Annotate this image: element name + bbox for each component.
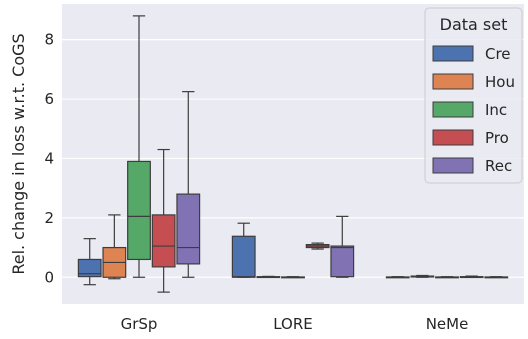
box-iqr bbox=[151, 214, 176, 268]
box-hou-neme bbox=[410, 274, 435, 278]
box-pro-neme bbox=[459, 275, 484, 279]
box-pro-lore bbox=[305, 242, 330, 250]
box-iqr bbox=[127, 160, 151, 261]
legend-label-pro: Pro bbox=[485, 129, 509, 147]
box-hou-lore bbox=[256, 275, 281, 279]
box-hou-grsp bbox=[102, 214, 127, 280]
box-inc-neme bbox=[435, 276, 459, 279]
box-rec-grsp bbox=[176, 91, 201, 278]
legend-title: Data set bbox=[440, 15, 508, 34]
box-cre-neme bbox=[385, 276, 410, 279]
legend-label-rec: Rec bbox=[485, 157, 512, 175]
legend-swatch-hou bbox=[432, 73, 474, 90]
legend: Data set Cre Hou Inc Pro Rec bbox=[424, 7, 523, 184]
box-cre-lore bbox=[231, 222, 256, 278]
box-iqr bbox=[77, 258, 102, 278]
y-tick-label: 4 bbox=[44, 149, 54, 167]
box-iqr bbox=[176, 193, 201, 265]
box-cre-grsp bbox=[77, 238, 102, 286]
x-tick-labels: GrSp LORE NeMe bbox=[121, 315, 469, 333]
box-iqr bbox=[330, 245, 355, 278]
box-rec-lore bbox=[330, 215, 355, 278]
legend-label-cre: Cre bbox=[485, 45, 511, 63]
x-tick-label: LORE bbox=[273, 315, 313, 333]
legend-label-inc: Inc bbox=[485, 101, 507, 119]
box-series bbox=[77, 15, 509, 293]
y-tick-label: 6 bbox=[44, 90, 54, 108]
box-iqr bbox=[231, 235, 256, 278]
box-inc-grsp bbox=[127, 15, 151, 278]
box-pro-grsp bbox=[151, 148, 176, 293]
y-tick-labels: 0 2 4 6 8 bbox=[44, 31, 54, 287]
legend-swatch-pro bbox=[432, 129, 474, 146]
legend-swatch-rec bbox=[432, 157, 474, 174]
y-axis-label: Rel. change in loss w.r.t. CoGS bbox=[9, 33, 28, 274]
box-rec-neme bbox=[484, 276, 509, 279]
legend-swatch-inc bbox=[432, 101, 474, 118]
legend-swatch-cre bbox=[432, 45, 474, 62]
y-tick-label: 8 bbox=[44, 31, 54, 49]
x-tick-label: GrSp bbox=[121, 315, 158, 333]
y-tick-label: 0 bbox=[44, 268, 54, 286]
box-inc-lore bbox=[281, 276, 305, 279]
y-tick-label: 2 bbox=[44, 209, 54, 227]
x-tick-label: NeMe bbox=[426, 315, 469, 333]
legend-label-hou: Hou bbox=[485, 73, 515, 91]
